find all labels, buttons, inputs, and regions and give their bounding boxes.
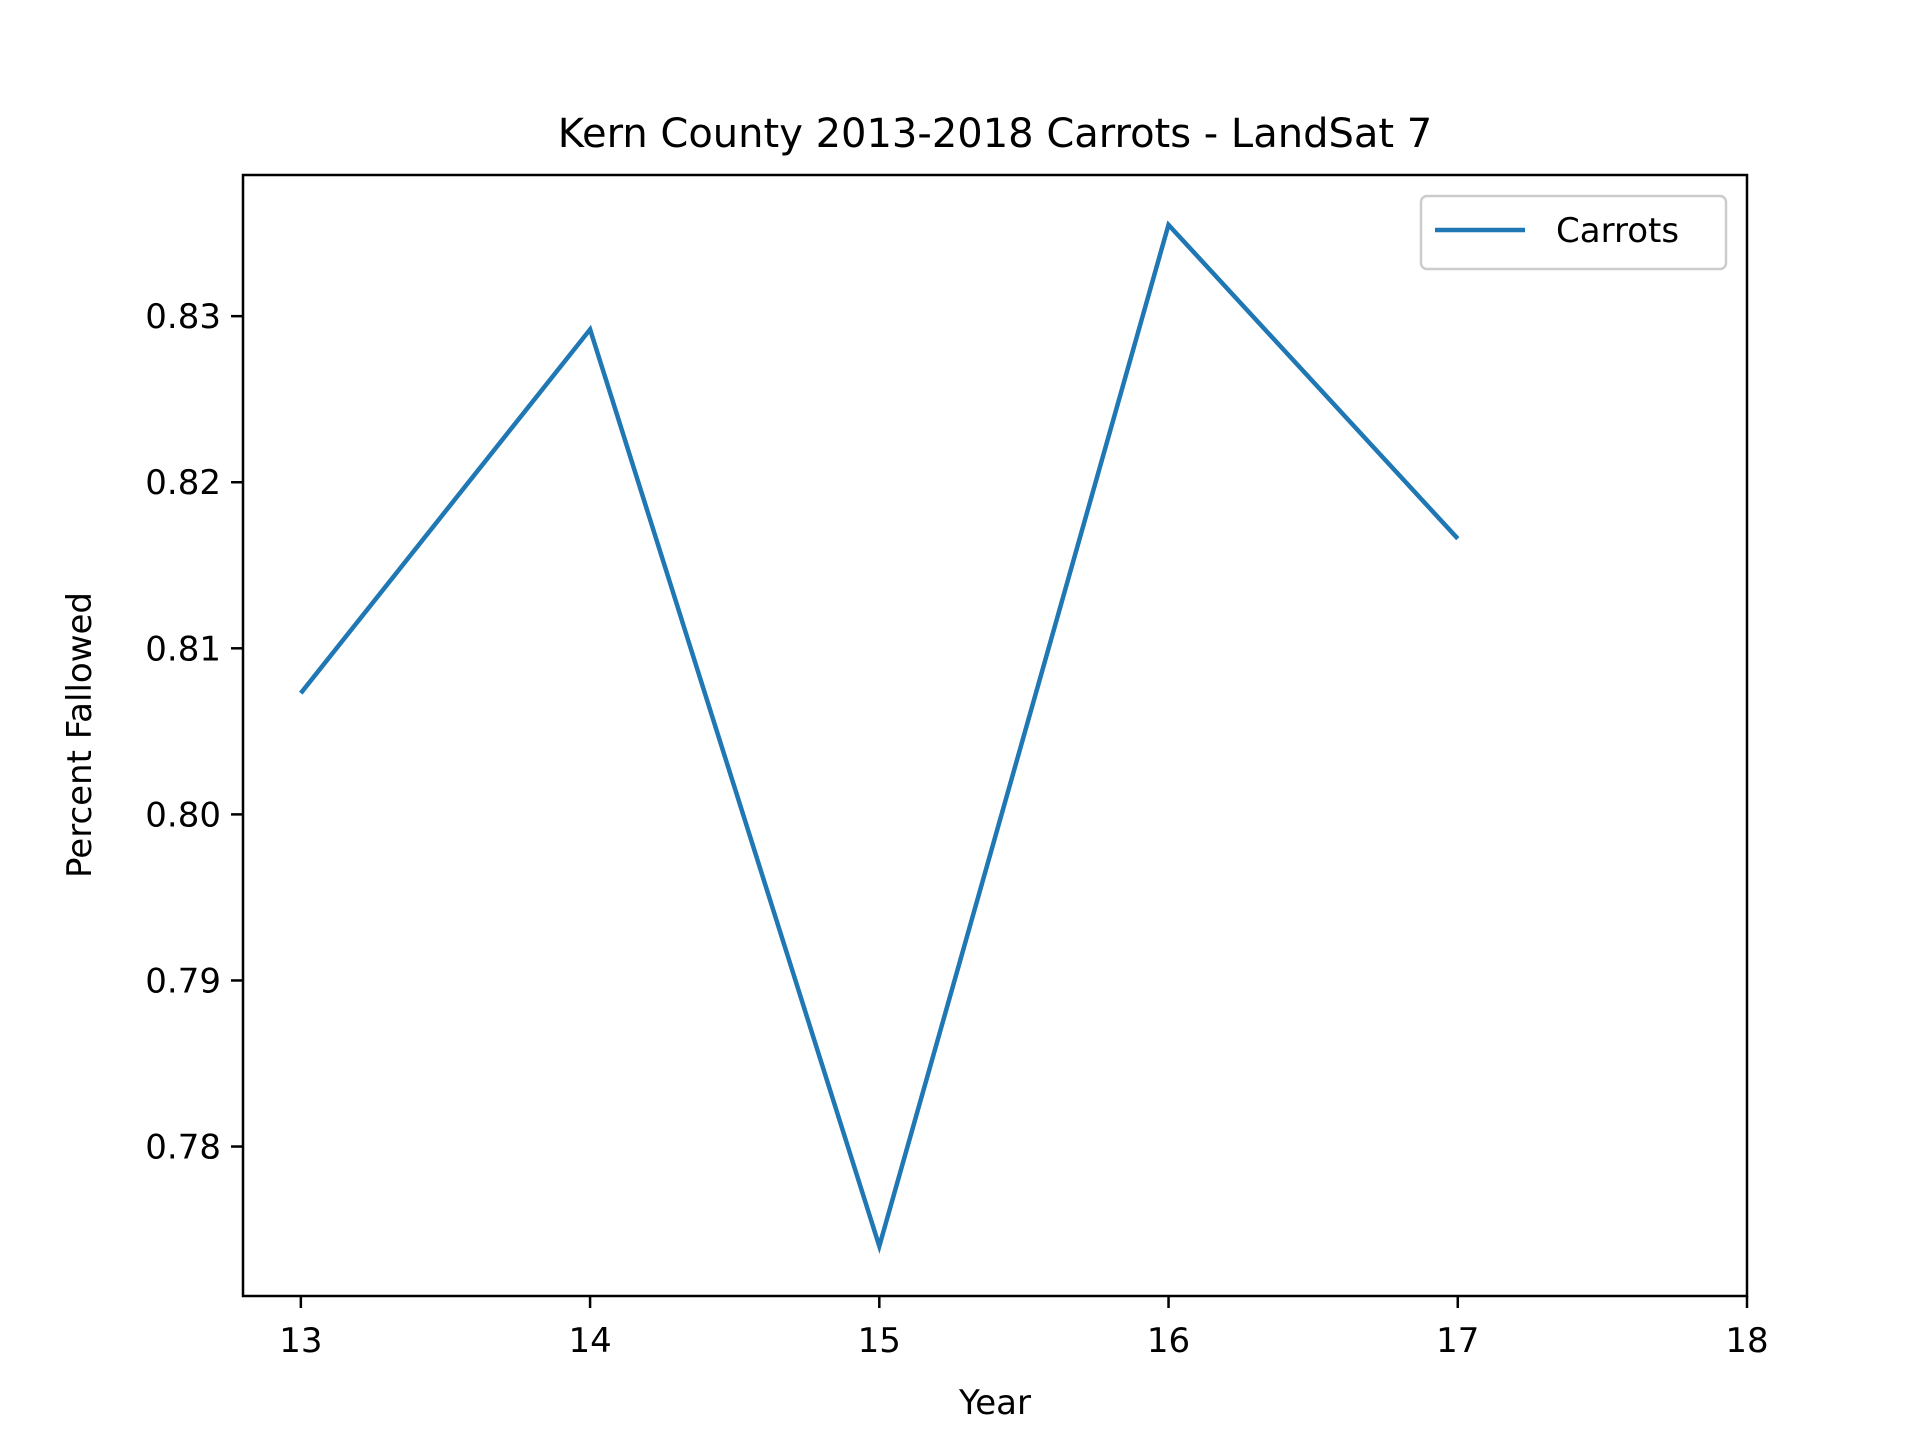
y-tick-label: 0.81 [145,629,221,669]
x-axis: 13 14 15 16 17 18 [279,1296,1769,1361]
x-tick-label: 16 [1147,1321,1190,1361]
y-tick-label: 0.80 [145,795,221,835]
x-tick-label: 17 [1436,1321,1479,1361]
plot-frame [241,173,1749,1298]
legend: Carrots [1419,194,1728,271]
y-axis-title: Percent Fallowed [60,592,100,878]
x-tick-label: 15 [858,1321,901,1361]
series-layer [299,220,1460,1255]
y-tick-label: 0.79 [145,961,221,1001]
x-axis-title: Year [958,1383,1031,1423]
legend-frame [1419,194,1728,271]
x-tick-label: 13 [279,1321,322,1361]
y-tick-label: 0.78 [145,1128,221,1168]
chart-title: Kern County 2013-2018 Carrots - LandSat … [558,111,1432,157]
y-axis: 0.78 0.79 0.80 0.81 0.82 0.83 [145,297,243,1168]
x-tick-label: 14 [568,1321,611,1361]
y-tick-label: 0.82 [145,463,221,503]
x-tick-label: 18 [1725,1321,1768,1361]
legend-label: Carrots [1556,211,1679,251]
y-tick-label: 0.83 [145,297,221,337]
